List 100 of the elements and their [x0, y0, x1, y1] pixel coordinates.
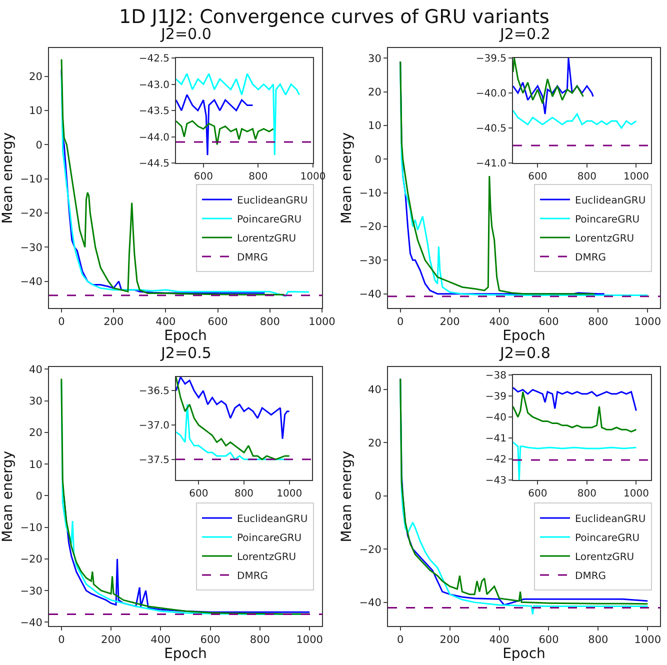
y-tick-label: −37.5: [138, 454, 170, 466]
y-tick-label: 0: [36, 139, 42, 152]
legend-label: LorentzGRU: [237, 552, 296, 563]
y-tick-label: −20: [359, 221, 382, 234]
y-tick-label: −42: [485, 454, 506, 466]
x-tick-label: 400: [489, 634, 510, 646]
y-tick-label: −40.0: [476, 88, 506, 100]
line-series: [176, 377, 290, 440]
x-tick-label: 0: [397, 316, 404, 328]
text: 1D J1J2: Convergence curves of GRU variants: [119, 6, 550, 28]
y-tick-label: −43.5: [138, 106, 170, 117]
legend-label: LorentzGRU: [575, 552, 634, 563]
y-tick-label: −44.5: [138, 158, 170, 170]
line-series: [176, 73, 300, 156]
y-tick-label: −10: [359, 187, 382, 200]
y-tick-label: 10: [29, 105, 42, 118]
y-tick-label: 30: [368, 52, 382, 65]
x-tick-label: 200: [104, 316, 124, 328]
x-tick-label: 400: [150, 634, 171, 646]
legend-label: PoincareGRU: [575, 532, 640, 544]
y-tick-label: −43: [485, 476, 506, 486]
y-tick-label: −30: [20, 242, 42, 254]
y-tick-label: −10: [20, 522, 42, 534]
y-tick-label: 40: [29, 364, 42, 376]
legend-label: EuclideanGRU: [237, 195, 308, 206]
x-tick-label: 200: [440, 316, 460, 328]
line-series: [513, 58, 594, 115]
line-series: [176, 377, 290, 460]
legend-label: PoincareGRU: [237, 214, 302, 226]
y-tick-label: 20: [29, 71, 42, 84]
x-tick-label: 1000: [634, 634, 662, 646]
line-series: [513, 441, 637, 480]
y-tick-label: −36.5: [138, 386, 170, 398]
x-axis-title: Epoch: [164, 646, 207, 662]
y-tick-label: −40: [20, 616, 42, 629]
x-tick-label: 400: [156, 316, 176, 328]
legend-label: DMRG: [575, 570, 606, 582]
x-tick-label: 800: [248, 172, 268, 182]
x-tick-label: 800: [588, 634, 608, 646]
y-tick-label: 40: [368, 384, 382, 396]
y-tick-label: −20: [20, 554, 42, 566]
y-tick-label: 20: [368, 86, 382, 98]
legend-label: DMRG: [237, 570, 268, 582]
x-tick-label: 600: [208, 316, 228, 328]
x-tick-label: 200: [101, 634, 122, 646]
y-tick-label: −41: [485, 434, 506, 444]
x-tick-label: 800: [234, 488, 254, 500]
line-series: [176, 120, 274, 146]
chart-title: J2=0.8: [499, 344, 550, 362]
line-series: [513, 391, 637, 432]
y-tick-label: −10: [20, 174, 42, 186]
chart-title: J2=0.2: [499, 25, 550, 43]
x-tick-label: 800: [260, 316, 280, 328]
y-tick-label: −20: [359, 544, 382, 556]
x-tick-label: 1000: [308, 316, 336, 328]
line-series: [513, 58, 584, 104]
y-tick-label: −40: [20, 276, 42, 288]
y-tick-label: −30: [359, 254, 382, 267]
line-series: [513, 386, 637, 412]
x-axis-title: Epoch: [164, 328, 207, 344]
legend-label: DMRG: [575, 252, 606, 264]
y-tick-label: 30: [29, 396, 42, 408]
y-tick-label: −39.5: [476, 54, 506, 64]
y-tick-label: −40: [359, 596, 382, 609]
x-tick-label: 600: [189, 488, 208, 500]
legend-label: EuclideanGRU: [575, 514, 646, 525]
x-tick-label: 800: [577, 172, 596, 182]
x-tick-label: 200: [440, 634, 460, 646]
legend-label: PoincareGRU: [237, 532, 302, 544]
x-tick-label: 600: [538, 634, 559, 646]
x-tick-label: 0: [397, 634, 404, 646]
x-tick-label: 0: [58, 634, 65, 646]
x-tick-label: 1000: [623, 488, 649, 500]
x-tick-label: 800: [588, 316, 608, 328]
y-axis-title: Mean energy: [0, 132, 16, 224]
x-axis-title: Epoch: [502, 328, 546, 344]
y-tick-label: −40: [485, 412, 506, 424]
y-tick-label: 20: [368, 437, 382, 450]
y-tick-label: −37.0: [138, 420, 170, 432]
y-axis-title: Mean energy: [338, 450, 355, 542]
x-tick-label: 600: [528, 172, 548, 182]
legend-label: LorentzGRU: [575, 233, 634, 244]
x-tick-label: 600: [194, 172, 213, 182]
x-tick-label: 800: [250, 634, 270, 646]
legend-label: EuclideanGRU: [575, 195, 646, 206]
x-tick-label: 800: [577, 488, 596, 500]
y-axis-title: Mean energy: [338, 132, 355, 224]
y-tick-label: 20: [29, 427, 42, 440]
chart-title: J2=0.5: [160, 344, 212, 362]
y-axis-title: Mean energy: [0, 450, 16, 542]
y-tick-label: −39: [485, 392, 506, 402]
y-tick-label: −44.0: [138, 132, 170, 144]
legend-label: EuclideanGRU: [237, 514, 308, 525]
x-tick-label: 600: [528, 488, 548, 500]
legend-label: LorentzGRU: [237, 233, 296, 244]
y-tick-label: −43.0: [138, 80, 170, 91]
x-axis-title: Epoch: [502, 646, 546, 662]
y-tick-label: −20: [20, 208, 42, 220]
x-tick-label: 1000: [634, 316, 662, 328]
x-tick-label: 600: [538, 316, 559, 328]
